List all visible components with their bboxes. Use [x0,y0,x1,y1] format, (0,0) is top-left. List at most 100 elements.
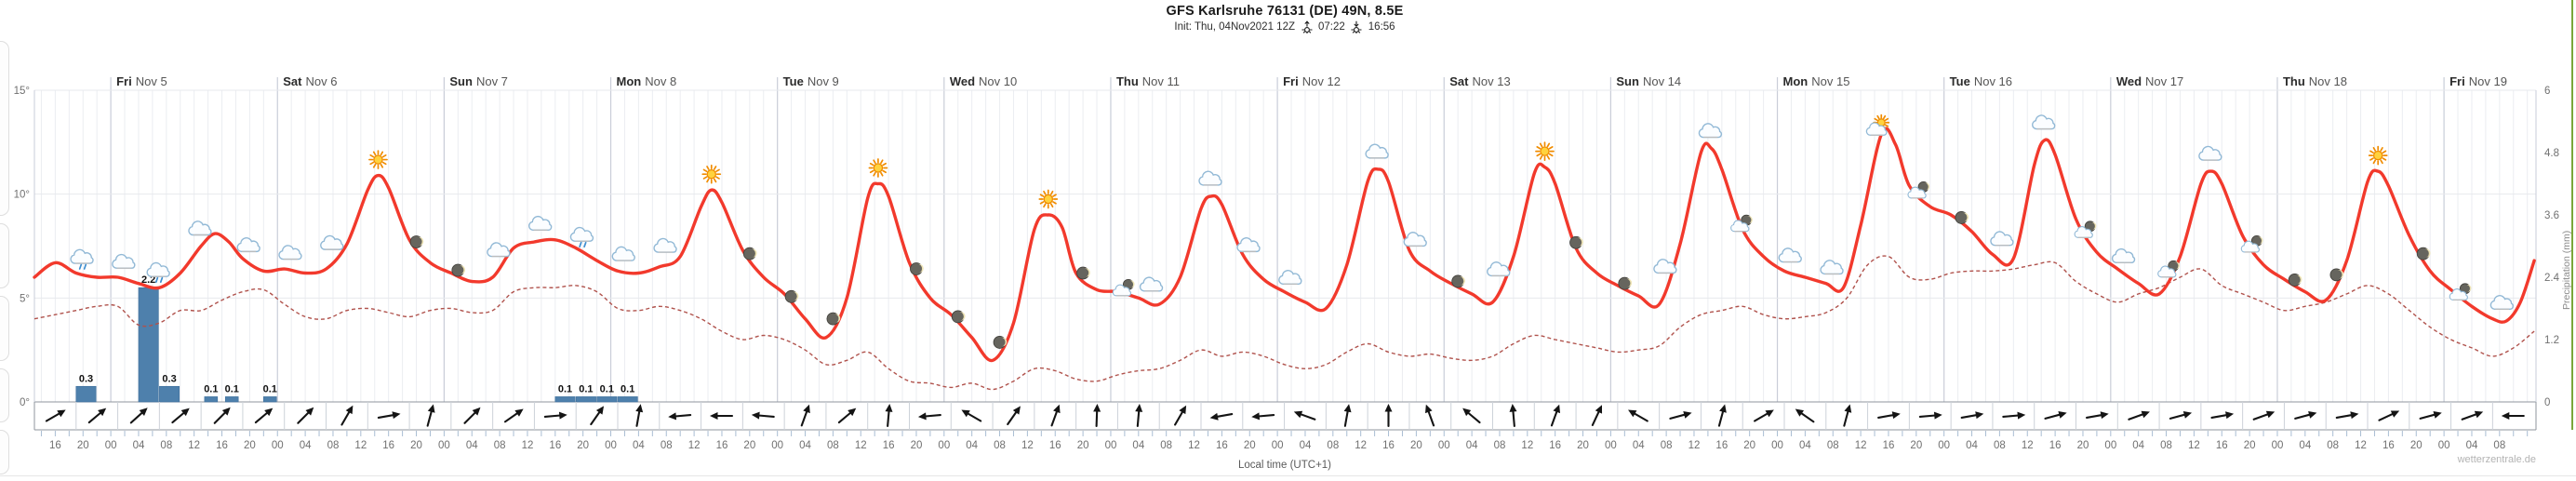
weather-icon-sun [1535,141,1555,161]
weather-icon-cloud [653,237,677,253]
time-tick-label: 04 [466,440,478,451]
sunrise-time: 07:22 [1318,20,1345,33]
time-tick-label: 04 [2299,440,2311,451]
init-label: Init: Thu, 04Nov2021 12Z [1174,20,1295,33]
weather-icon-cloud [1820,260,1844,275]
wind-arrow-icon [885,404,893,428]
chart-subtitle: Init: Thu, 04Nov2021 12Z 07:22 [1166,20,1403,33]
precip-bar [617,396,638,403]
weather-icon-cloud [528,215,553,231]
weather-icon-cloud [2032,114,2056,130]
weather-icon-cloud [1236,237,1261,253]
time-tick-label: 00 [2272,440,2284,451]
precip-axis-label: 1.2 [2544,335,2559,346]
weather-icon-moon [1955,211,1969,224]
wind-arrow-icon [129,408,148,424]
time-tick-label: 08 [494,440,506,451]
weather-icon-cloud [1698,123,1722,139]
wind-arrow-icon [254,408,274,424]
time-tick-label: 04 [1300,440,1312,451]
time-tick-label: 04 [1466,440,1478,451]
time-tick-label: 16 [883,440,895,451]
right-edge-line [2571,0,2573,430]
time-tick-label: 00 [1105,440,1117,451]
precip-value-label: 0.3 [79,373,93,384]
time-tick-label: 16 [1715,440,1728,451]
wind-arrow-icon [1509,404,1517,428]
wind-arrow-icon [463,407,481,424]
weather-icon-cloud [2111,247,2136,263]
time-tick-label: 08 [160,440,172,451]
wind-arrow-icon [340,405,354,426]
weather-icon-sun [1038,189,1059,209]
wind-arrow-icon [1209,412,1234,421]
time-tick-label: 04 [133,440,145,451]
time-tick-label: 16 [2382,440,2395,451]
wind-arrow-icon [2461,410,2484,421]
time-tick-label: 16 [382,440,394,451]
time-tick-label: 12 [1188,440,1200,451]
wind-arrow-icon [377,411,401,420]
time-tick-label: 20 [1743,440,1755,451]
weather-icon-suncloud [1865,114,1890,136]
day-label: Tue Nov 9 [783,74,839,88]
time-tick-label: 16 [1382,440,1395,451]
weather-icon-moon [1618,276,1633,290]
wind-arrow-icon [87,408,107,424]
bottom-divider [0,475,2576,476]
precip-value-label: 0.1 [621,383,634,394]
precip-bar [138,287,159,403]
time-tick-label: 04 [1132,440,1144,451]
precip-value-label: 0.1 [579,383,593,394]
wind-arrow-icon [1135,404,1143,428]
weather-icon-cloud [611,246,635,261]
wind-arrow-icon [1843,404,1852,427]
time-tick-label: 08 [1661,440,1673,451]
wind-arrow-icon [1918,411,1942,420]
temp-axis-label: 15° [14,86,30,97]
weather-icon-mooncloud [1112,278,1135,297]
wind-arrow-icon [2210,411,2235,420]
time-tick-label: 08 [827,440,839,451]
wind-arrow-icon [2252,410,2276,421]
time-tick-label: 20 [911,440,923,451]
time-tick-label: 12 [1355,440,1367,451]
wind-arrow-icon [2335,411,2359,420]
precip-axis-label: 2.4 [2544,273,2560,284]
day-label: Sat Nov 6 [283,74,337,88]
weather-icon-moon [742,247,757,261]
wind-arrow-icon [751,411,775,420]
weather-icon-rain [70,248,94,270]
wind-arrow-icon [837,408,857,424]
time-tick-label: 12 [188,440,200,451]
time-tick-label: 00 [2438,440,2450,451]
precip-value-label: 0.1 [225,383,239,394]
time-tick-label: 12 [855,440,867,451]
day-label: Sun Nov 14 [1616,74,1681,88]
day-label: Fri Nov 5 [116,74,167,88]
precip-value-label: 2.2 [141,274,155,286]
time-tick-label: 00 [1938,440,1950,451]
time-tick-label: 20 [2244,440,2256,451]
wind-arrow-icon [1591,405,1603,427]
time-tick-label: 04 [2132,440,2144,451]
day-label: Sun Nov 7 [449,74,508,88]
day-label: Thu Nov 18 [2283,74,2347,88]
time-tick-label: 08 [1494,440,1506,451]
weather-icon-mooncloud [1907,180,1930,199]
weather-icon-cloud [1487,261,1511,277]
time-tick-label: 04 [2466,440,2478,451]
wind-arrow-icon [1669,410,1692,420]
wind-arrow-icon [2419,410,2442,420]
weather-icon-cloud [2489,294,2514,311]
weather-icon-cloud [1278,270,1302,286]
wind-arrow-icon [635,404,644,427]
wind-arrow-icon [668,412,692,421]
time-tick-label: 12 [1688,440,1701,451]
right-axis-title: Precipitation (mm) [2561,231,2572,310]
precip-bar [263,396,277,403]
time-tick-label: 20 [1077,440,1089,451]
time-tick-label: 04 [300,440,312,451]
day-label: Tue Nov 16 [1950,74,2012,88]
wind-arrow-icon [1425,404,1435,427]
